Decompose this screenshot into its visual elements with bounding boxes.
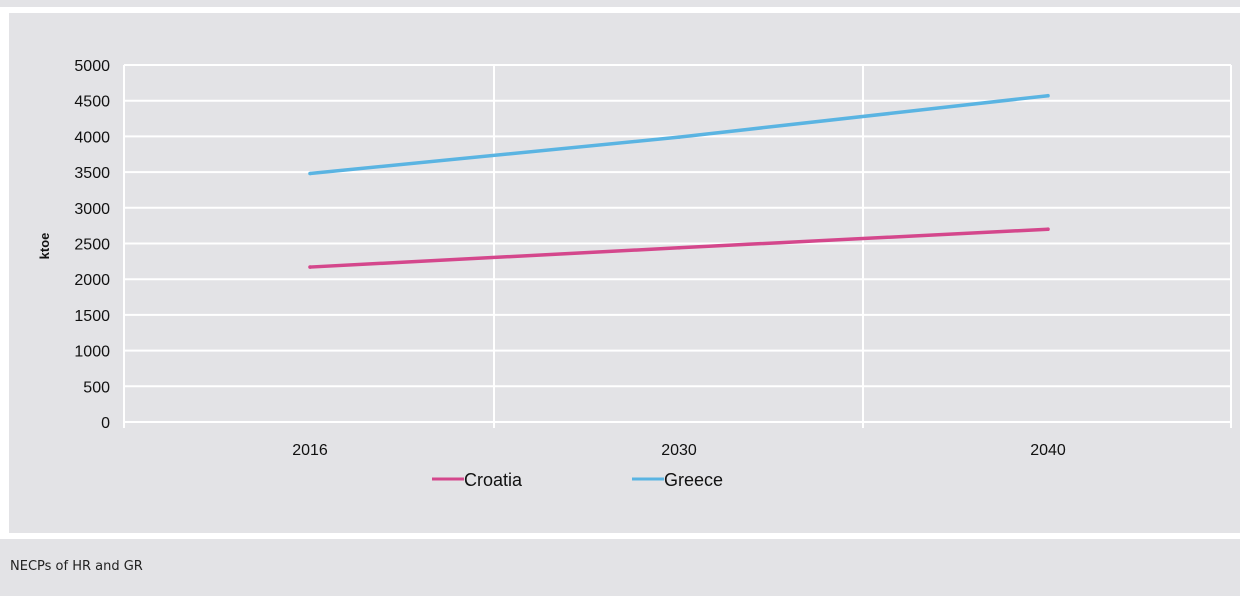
- legend-label-croatia: Croatia: [464, 470, 523, 490]
- y-tick-label: 3000: [74, 201, 110, 218]
- caption-panel: NECPs of HR and GR: [0, 539, 1240, 596]
- axes: 5000450040003500300025002000150010005000…: [74, 58, 1232, 459]
- data-point-greece: [1046, 93, 1050, 98]
- data-point-greece: [308, 171, 312, 176]
- figure-panel: 5000 4500 4000 3500 3000 2500 2000 1500 1000 500 0…: [9, 13, 1240, 533]
- legend-label-greece: Greece: [664, 470, 723, 490]
- y-tick-label: 500: [83, 379, 110, 396]
- y-tick-label: 1000: [74, 344, 110, 361]
- x-tick-label: 2016: [292, 442, 328, 459]
- data-point-croatia: [308, 265, 312, 269]
- line-chart: 5000450040003500300025002000150010005000…: [37, 58, 1232, 490]
- y-tick-label: 4000: [74, 129, 110, 146]
- y-tick-label: 2500: [74, 237, 110, 254]
- y-tick-label: 0: [101, 415, 110, 432]
- series-lines: [308, 93, 1050, 269]
- y-tick-label: 2000: [74, 272, 110, 289]
- y-axis-title: ktoe: [37, 233, 52, 260]
- y-tick-label: 4500: [74, 94, 110, 111]
- data-point-croatia: [677, 245, 681, 250]
- figure-caption: NECPs of HR and GR: [10, 559, 143, 574]
- y-tick-label: 3500: [74, 165, 110, 182]
- legend: Croatia Greece: [432, 470, 723, 490]
- top-border-strip: [0, 0, 1240, 7]
- x-tick-label: 2040: [1030, 442, 1066, 459]
- data-point-croatia: [1046, 227, 1050, 232]
- y-tick-label: 1500: [74, 308, 110, 325]
- x-tick-label: 2030: [661, 442, 697, 459]
- y-tick-label: 5000: [74, 58, 110, 75]
- data-point-greece: [677, 135, 681, 139]
